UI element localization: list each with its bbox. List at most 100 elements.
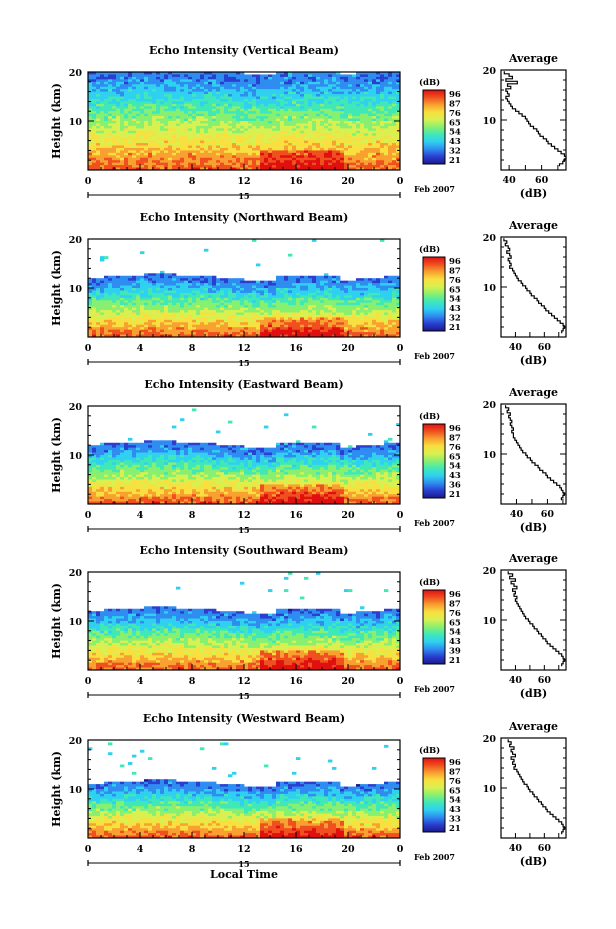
heatmap-cell: [228, 162, 233, 166]
heatmap-cell: [152, 312, 157, 316]
heatmap-cell: [88, 167, 93, 171]
heatmap-cell: [232, 150, 237, 154]
heatmap-cell: [104, 84, 109, 88]
heatmap-cell: [200, 314, 205, 318]
heatmap-cell: [336, 307, 341, 311]
heatmap-cell: [88, 86, 93, 90]
heatmap-cell: [360, 147, 365, 151]
heatmap-cell: [124, 295, 129, 299]
heatmap-cell: [188, 111, 193, 115]
heatmap-cell: [180, 157, 185, 161]
heatmap-cell: [236, 74, 241, 78]
heatmap-cell: [284, 155, 289, 159]
heatmap-cell: [124, 157, 129, 161]
heatmap-cell: [164, 283, 169, 286]
heatmap-cell: [372, 101, 377, 105]
heatmap-cell: [188, 288, 193, 291]
heatmap-cell: [276, 167, 281, 171]
heatmap-cell: [208, 314, 213, 318]
heatmap-cell: [288, 79, 293, 83]
heatmap-cell: [132, 302, 137, 306]
heatmap-cell: [300, 72, 305, 75]
heatmap-cell: [356, 125, 361, 129]
heatmap-cell: [372, 128, 377, 132]
heatmap-cell: [336, 297, 341, 301]
heatmap-cell: [128, 103, 133, 107]
heatmap-cell: [216, 155, 221, 159]
heatmap-cell: [396, 157, 401, 161]
heatmap-cell: [104, 143, 109, 146]
heatmap-cell: [312, 106, 317, 110]
heatmap-cell: [156, 86, 161, 90]
heatmap-cell: [260, 145, 265, 149]
heatmap-cell: [260, 111, 265, 115]
heatmap-cell: [344, 310, 349, 313]
heatmap-cell: [276, 116, 281, 119]
heatmap-cell: [236, 128, 241, 132]
heatmap-cell: [236, 162, 241, 166]
heatmap-cell: [316, 111, 321, 115]
heatmap-cell: [220, 327, 225, 331]
heatmap-cell: [312, 165, 317, 168]
heatmap-cell: [312, 283, 317, 286]
heatmap-cell: [396, 74, 401, 78]
heatmap-cell: [216, 118, 221, 122]
heatmap-cell: [188, 98, 193, 102]
heatmap-cell: [192, 116, 197, 119]
heatmap-cell: [264, 165, 269, 168]
heatmap-cell: [164, 118, 169, 122]
heatmap-cell: [360, 143, 365, 146]
heatmap-cell: [364, 165, 369, 168]
heatmap-cell: [276, 130, 281, 134]
heatmap-cell: [332, 285, 337, 289]
heatmap-cell: [268, 86, 273, 90]
heatmap-cell: [384, 108, 389, 112]
heatmap-cell: [140, 84, 145, 88]
heatmap-cell: [292, 96, 297, 100]
heatmap-cell: [384, 94, 389, 97]
heatmap-cell: [312, 167, 317, 171]
heatmap-cell: [120, 143, 125, 146]
heatmap-cell: [392, 111, 397, 115]
heatmap-cell: [108, 96, 113, 100]
heatmap-cell: [312, 329, 317, 333]
heatmap-cell: [208, 76, 213, 80]
heatmap-cell: [276, 96, 281, 100]
heatmap-cell: [320, 322, 325, 326]
heatmap-cell: [308, 160, 313, 164]
heatmap-cell: [328, 145, 333, 149]
heatmap-cell: [188, 292, 193, 296]
heatmap-cell: [88, 147, 93, 151]
heatmap-cell: [340, 322, 345, 326]
heatmap-cell: [340, 329, 345, 333]
heatmap-cell: [316, 138, 321, 141]
heatmap-cell: [216, 283, 221, 286]
heatmap-cell: [256, 157, 261, 161]
heatmap-cell: [364, 334, 369, 338]
heatmap-cell: [180, 128, 185, 132]
heatmap-cell: [176, 167, 181, 171]
heatmap-cell: [324, 290, 329, 294]
heatmap-cell: [304, 167, 309, 171]
heatmap-cell: [236, 167, 241, 171]
heatmap-cell: [184, 332, 189, 335]
heatmap-cell: [340, 150, 345, 154]
heatmap-cell: [336, 322, 341, 326]
heatmap-cell: [172, 280, 177, 284]
heatmap-cell: [332, 86, 337, 90]
heatmap-cell: [288, 123, 293, 127]
heatmap-cell: [136, 74, 141, 78]
profile-x-tick-label: 40: [503, 175, 517, 186]
heatmap-cell: [308, 275, 313, 279]
heatmap-cell: [312, 135, 317, 139]
heatmap-cell: [180, 152, 185, 156]
heatmap-cell: [332, 140, 337, 144]
heatmap-cell: [348, 322, 353, 326]
heatmap-cell: [192, 138, 197, 141]
heatmap-cell: [228, 103, 233, 107]
heatmap-cell: [88, 292, 93, 296]
heatmap-cell: [296, 143, 301, 146]
heatmap-cell: [196, 133, 201, 137]
heatmap-cell: [236, 314, 241, 318]
heatmap-cell: [248, 288, 253, 291]
